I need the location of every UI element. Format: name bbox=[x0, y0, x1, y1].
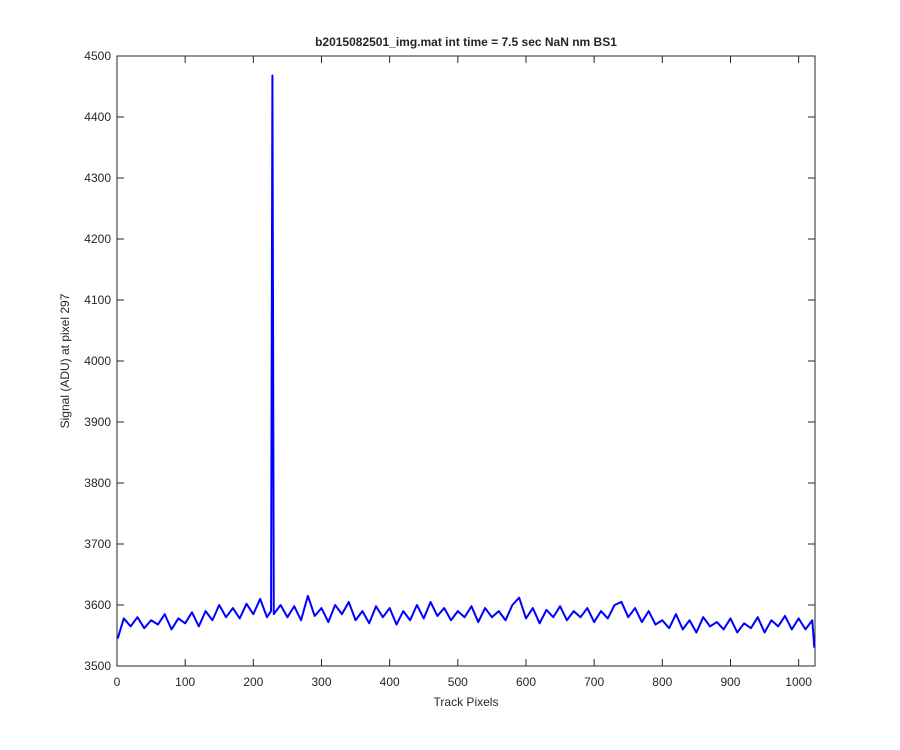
y-tick-label: 3800 bbox=[84, 476, 111, 490]
x-tick-label: 600 bbox=[516, 675, 536, 689]
y-tick-label: 4000 bbox=[84, 354, 111, 368]
y-tick-label: 4300 bbox=[84, 171, 111, 185]
x-tick-label: 800 bbox=[652, 675, 672, 689]
x-tick-label: 0 bbox=[114, 675, 121, 689]
plot-box bbox=[116, 55, 816, 667]
y-axis-label: Signal (ADU) at pixel 297 bbox=[58, 293, 72, 428]
y-tick-label: 4500 bbox=[84, 49, 111, 63]
x-tick-label: 300 bbox=[311, 675, 331, 689]
y-tick-label: 3500 bbox=[84, 659, 111, 673]
y-tick-label: 3900 bbox=[84, 415, 111, 429]
y-tick-label: 3600 bbox=[84, 598, 111, 612]
y-tick-label: 4100 bbox=[84, 293, 111, 307]
x-tick-label: 200 bbox=[243, 675, 263, 689]
x-axis-label: Track Pixels bbox=[434, 695, 499, 709]
y-tick-label: 4200 bbox=[84, 232, 111, 246]
chart-title: b2015082501_img.mat int time = 7.5 sec N… bbox=[315, 35, 617, 49]
x-tick-label: 400 bbox=[380, 675, 400, 689]
y-tick-label: 3700 bbox=[84, 537, 111, 551]
x-tick-label: 700 bbox=[584, 675, 604, 689]
x-tick-label: 500 bbox=[448, 675, 468, 689]
data-line bbox=[116, 74, 816, 648]
x-tick-label: 100 bbox=[175, 675, 195, 689]
y-tick-label: 4400 bbox=[84, 110, 111, 124]
x-tick-label: 900 bbox=[720, 675, 740, 689]
x-tick-label: 1000 bbox=[785, 675, 812, 689]
